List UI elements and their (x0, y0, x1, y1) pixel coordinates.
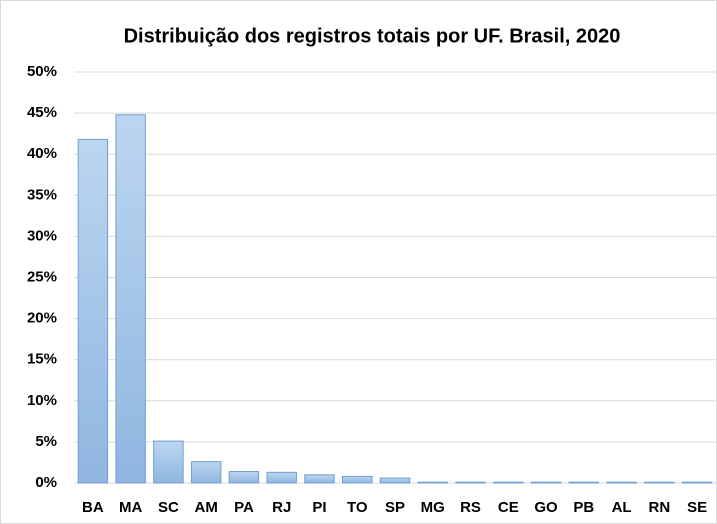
y-tick-label: 10% (27, 392, 57, 409)
bar (190, 461, 222, 484)
x-tick-label: CE (498, 499, 519, 516)
bar (644, 481, 675, 484)
bar (228, 470, 260, 484)
bar (153, 440, 184, 484)
bar (304, 474, 335, 484)
bar (417, 481, 448, 484)
y-tick-label: 50% (27, 63, 57, 80)
bar (568, 481, 600, 484)
y-tick-label: 30% (27, 227, 57, 244)
y-tick-label: 45% (27, 104, 57, 121)
bar (493, 481, 524, 484)
x-tick-label: MA (119, 499, 142, 516)
x-tick-label: PI (312, 499, 326, 516)
bar (266, 471, 297, 484)
y-tick-label: 35% (27, 186, 57, 203)
y-tick-label: 0% (35, 474, 57, 491)
bar (681, 481, 713, 484)
x-tick-label: MG (421, 499, 445, 516)
bar (530, 481, 562, 484)
y-tick-label: 15% (27, 351, 57, 368)
x-tick-label: AM (195, 499, 218, 516)
x-tick-label: GO (534, 499, 558, 516)
x-tick-label: SE (687, 499, 707, 516)
x-tick-label: AL (612, 499, 632, 516)
bar (455, 481, 486, 484)
x-tick-label: RN (649, 499, 671, 516)
chart-title: Distribuição dos registros totais por UF… (124, 25, 621, 47)
x-tick-label: RS (460, 499, 481, 516)
bar (115, 114, 146, 484)
x-tick-label: TO (347, 499, 368, 516)
x-tick-label: PB (573, 499, 594, 516)
x-tick-label: RJ (272, 499, 291, 516)
x-tick-label: BA (82, 499, 104, 516)
bar (77, 138, 109, 484)
x-tick-label: SC (158, 499, 179, 516)
bar (379, 477, 411, 484)
bar (342, 475, 373, 484)
x-tick-label: SP (385, 499, 405, 516)
x-tick-label: PA (234, 499, 254, 516)
y-tick-label: 5% (35, 433, 57, 450)
bar (606, 481, 637, 484)
y-tick-label: 40% (27, 145, 57, 162)
y-tick-label: 25% (27, 268, 57, 285)
y-tick-label: 20% (27, 310, 57, 327)
